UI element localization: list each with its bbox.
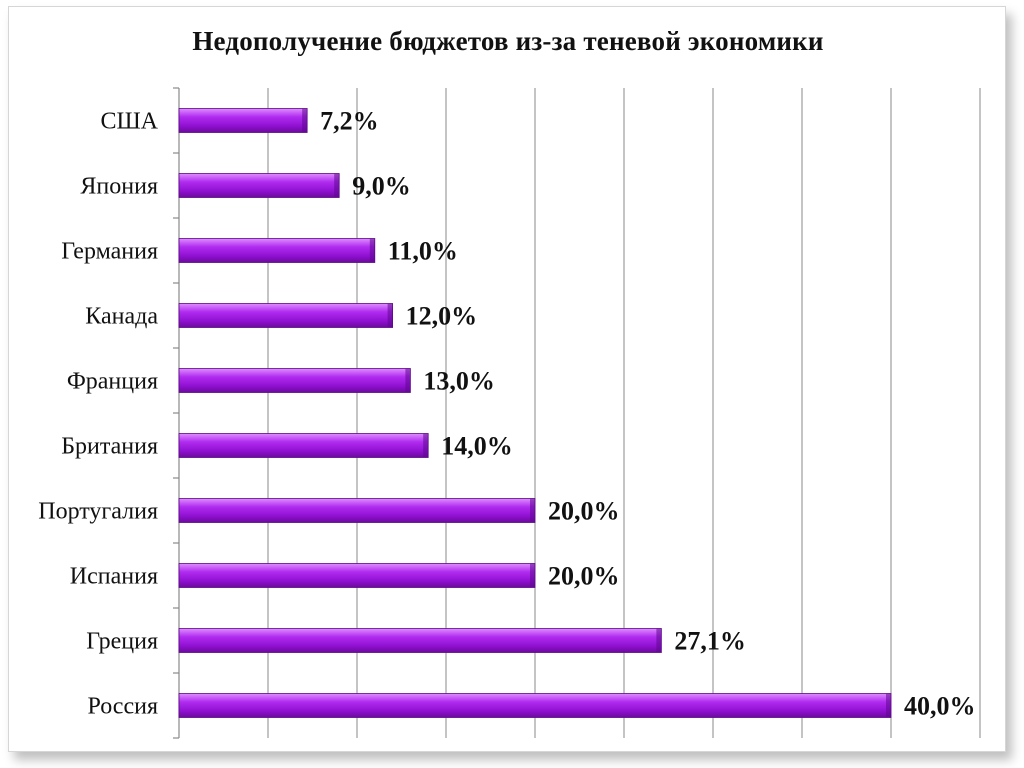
category-label: Греция: [86, 629, 158, 655]
category-label: Британия: [61, 434, 158, 460]
value-label: 12,0%: [406, 302, 478, 331]
category-label: Германия: [61, 239, 158, 265]
value-label: 13,0%: [423, 367, 495, 396]
category-label: Россия: [87, 694, 158, 720]
bar-end-cap: [886, 693, 891, 718]
category-label: Франция: [67, 369, 158, 395]
bar-end-cap: [387, 303, 393, 328]
value-label: 14,0%: [441, 432, 513, 461]
chart-title: Недополучение бюджетов из-за теневой эко…: [192, 26, 824, 56]
bar: [178, 238, 376, 263]
value-label: 7,2%: [320, 107, 379, 136]
bar-end-cap: [656, 628, 662, 653]
value-label: 20,0%: [548, 562, 620, 591]
bar-end-cap: [530, 498, 535, 523]
labels: США 7,2% Япония 9,0% Германия 11,0% Канада 12,0…: [38, 107, 975, 721]
bar-end-cap: [530, 563, 535, 588]
value-label: 40,0%: [904, 692, 976, 721]
category-label: США: [100, 109, 158, 135]
category-label: Япония: [80, 174, 158, 200]
bar-end-cap: [334, 173, 340, 198]
value-label: 11,0%: [388, 237, 458, 266]
bars: [178, 108, 892, 718]
value-label: 20,0%: [548, 497, 620, 526]
bar-end-cap: [369, 238, 375, 263]
bar: [178, 433, 429, 458]
chart-frame: [8, 6, 1006, 752]
bar: [178, 563, 536, 588]
bar: [178, 498, 536, 523]
bar: [178, 303, 394, 328]
category-label: Канада: [85, 304, 158, 330]
bar: [178, 108, 308, 133]
bar: [178, 368, 411, 393]
y-axis: [173, 87, 180, 739]
bar-end-cap: [423, 433, 429, 458]
bar: [178, 628, 662, 653]
value-label: 27,1%: [674, 627, 746, 656]
bar-end-cap: [405, 368, 411, 393]
bar-end-cap: [302, 108, 308, 133]
category-label: Испания: [70, 564, 158, 590]
category-label: Португалия: [38, 499, 158, 525]
bar: [178, 693, 892, 718]
bar: [178, 173, 340, 198]
value-label: 9,0%: [352, 172, 411, 201]
